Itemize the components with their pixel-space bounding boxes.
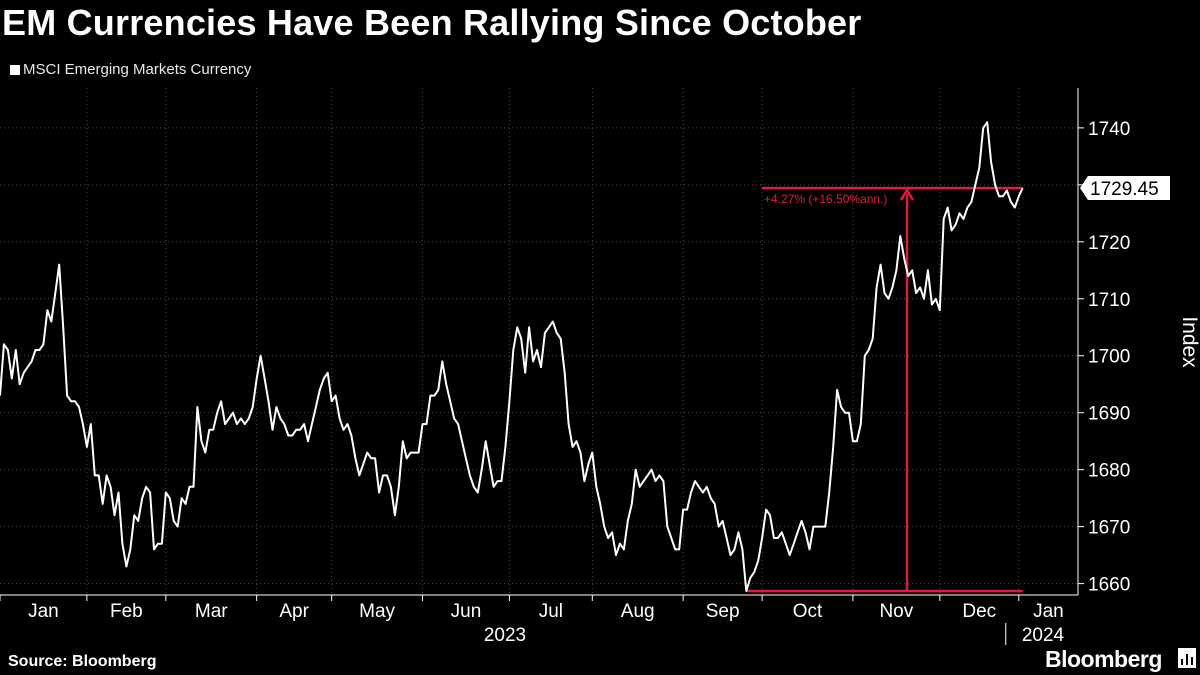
series-line [0, 121, 1024, 592]
x-month-label: Aug [621, 601, 655, 622]
x-month-label: Feb [110, 601, 143, 622]
brand-logo-text: Bloomberg [1045, 646, 1162, 672]
source-note: Source: Bloomberg [8, 653, 157, 670]
legend: MSCI Emerging Markets Currency [10, 61, 251, 78]
labels: Index 1729.45 [1080, 175, 1200, 368]
brand-chart-icon [1178, 648, 1196, 668]
y-axis-ticks: 1660 1670 1680 1690 1700 1710 1720 1740 [1078, 119, 1130, 596]
annotation-label: +4.27% (+16.50%ann.) [764, 192, 887, 206]
legend-swatch [10, 64, 20, 75]
x-month-label: Sep [706, 601, 740, 622]
y-tick-label: 1690 [1088, 404, 1130, 425]
chart-title: EM Currencies Have Been Rallying Since O… [2, 2, 862, 43]
y-tick-label: 1670 [1088, 518, 1130, 539]
x-month-label: Jul [539, 601, 563, 622]
y-tick-label: 1740 [1088, 119, 1130, 140]
series-layer [0, 121, 1024, 592]
y-tick-label: 1660 [1088, 575, 1130, 596]
x-month-label: Jan [1033, 601, 1064, 622]
last-value-marker [1080, 175, 1170, 200]
last-value-label: 1729.45 [1090, 179, 1159, 200]
x-month-label: Jun [451, 601, 482, 622]
x-month-label: Apr [279, 601, 309, 622]
axes [0, 88, 1079, 596]
grid-lines [0, 88, 1078, 595]
x-month-label: Dec [962, 601, 996, 622]
x-month-label: Nov [879, 601, 913, 622]
y-axis-title: Index [1178, 316, 1200, 368]
x-month-label: Oct [793, 601, 823, 622]
annotation-arrow-head [899, 187, 915, 201]
x-axis-ticks: Jan Feb Mar Apr May Jun Jul Aug Sep Oct Nov Dec Jan 2… [0, 595, 1065, 646]
x-month-label: May [359, 601, 395, 622]
y-tick-label: 1680 [1088, 461, 1130, 482]
x-month-label: Jan [28, 601, 59, 622]
x-year-label: 2024 [1022, 625, 1065, 646]
annotations: +4.27% (+16.50%ann.) [746, 186, 1023, 593]
y-tick-label: 1700 [1088, 347, 1130, 368]
y-tick-label: 1710 [1088, 290, 1130, 311]
x-year-label: 2023 [484, 625, 526, 646]
y-tick-label: 1720 [1088, 233, 1130, 254]
legend-label: MSCI Emerging Markets Currency [23, 61, 252, 78]
x-month-label: Mar [195, 601, 228, 622]
